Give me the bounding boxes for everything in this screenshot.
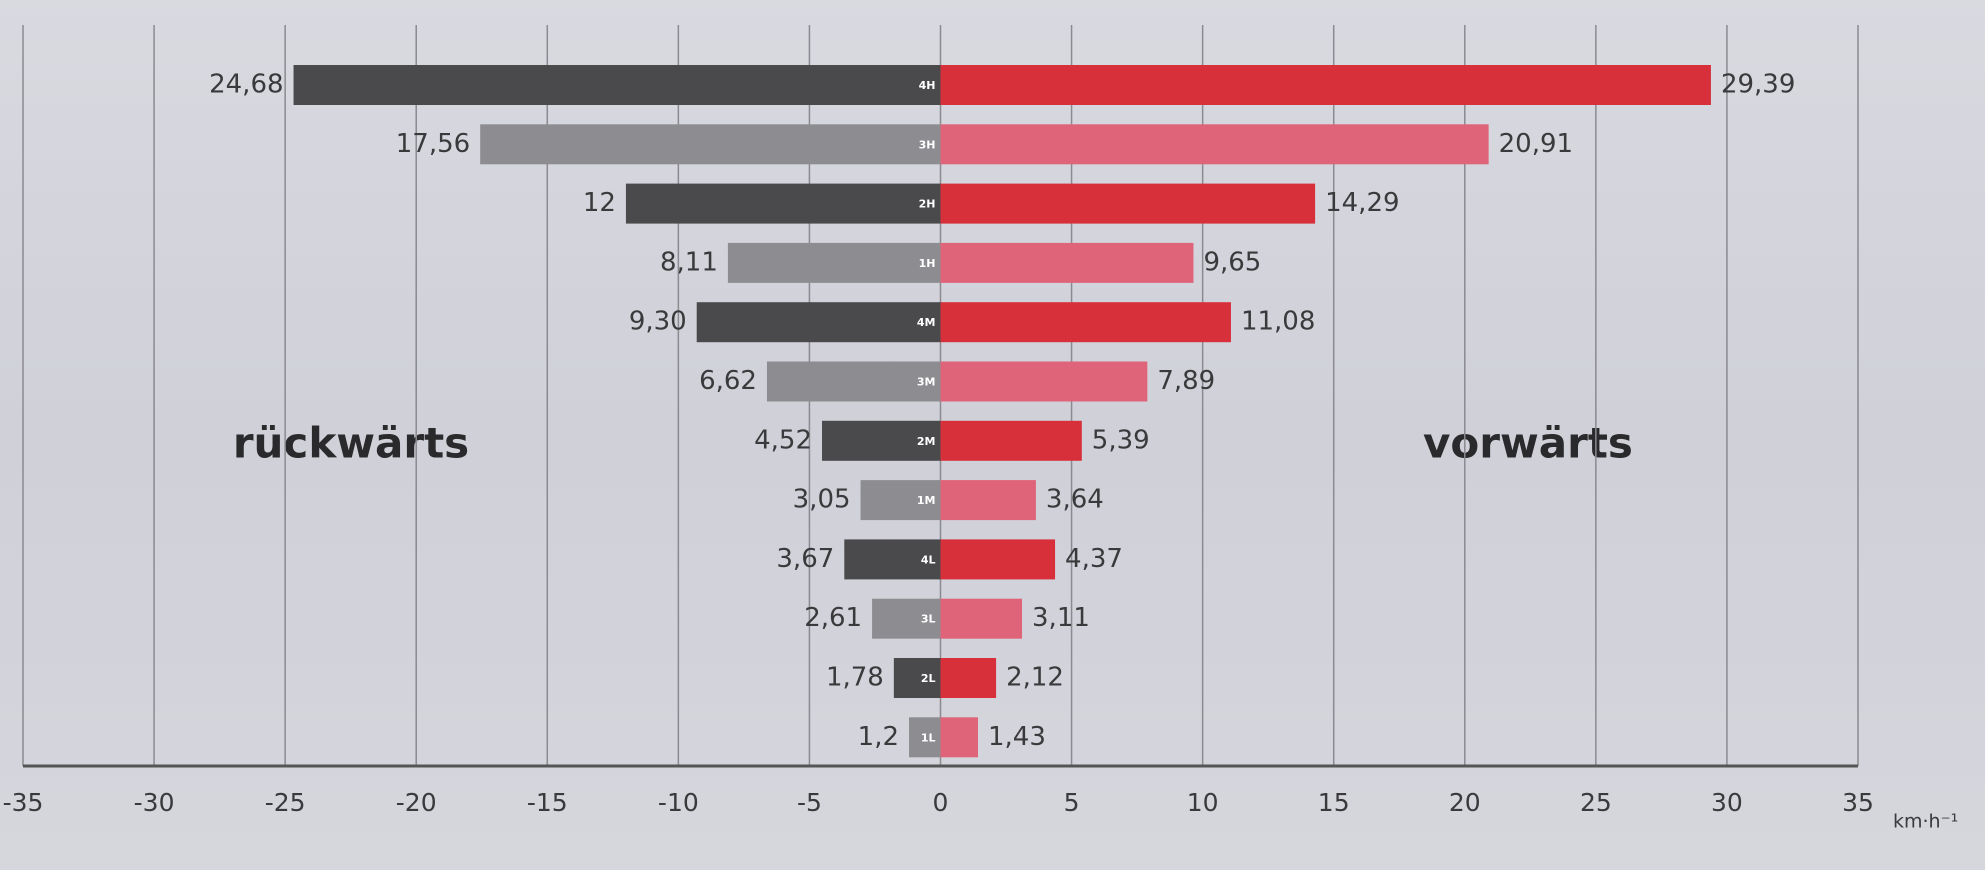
x-tick-label: -35 xyxy=(3,788,44,817)
value-label: 1,43 xyxy=(988,722,1046,752)
bar xyxy=(940,539,1056,580)
gear-label: 4L xyxy=(921,553,936,566)
gear-label: 3H xyxy=(919,138,936,151)
value-label: 12 xyxy=(583,188,616,218)
x-tick-label: 10 xyxy=(1187,788,1219,817)
value-label: 4,37 xyxy=(1065,544,1123,574)
value-label: 2,61 xyxy=(804,603,862,633)
bar xyxy=(822,420,941,461)
value-label: 24,68 xyxy=(209,70,283,100)
value-label: 3,64 xyxy=(1046,485,1104,515)
value-label: 14,29 xyxy=(1325,188,1399,218)
bar xyxy=(940,658,997,698)
bar xyxy=(940,183,1316,224)
bar xyxy=(909,717,941,758)
bar xyxy=(940,717,978,758)
gear-label: 1L xyxy=(921,731,936,744)
x-tick-label: -30 xyxy=(134,788,175,817)
side-label: rückwärts xyxy=(233,419,469,468)
bar xyxy=(940,124,1489,165)
gear-label: 2L xyxy=(921,672,936,685)
x-tick-label: 5 xyxy=(1064,788,1080,817)
bar xyxy=(893,658,941,698)
gear-label: 1M xyxy=(917,494,936,507)
x-tick-label: -25 xyxy=(265,788,306,817)
value-label: 1,78 xyxy=(826,663,884,693)
bar xyxy=(727,242,941,283)
value-label: 9,65 xyxy=(1203,247,1261,277)
x-tick-label: -15 xyxy=(527,788,568,817)
bar xyxy=(940,598,1023,639)
gear-label: 1H xyxy=(919,257,936,270)
x-tick-label: 35 xyxy=(1842,788,1874,817)
bar xyxy=(940,420,1082,461)
bar xyxy=(940,302,1231,343)
value-label: 11,08 xyxy=(1241,307,1315,337)
side-label: vorwärts xyxy=(1423,419,1633,468)
value-label: 1,2 xyxy=(858,722,899,752)
bar xyxy=(844,539,941,580)
value-label: 5,39 xyxy=(1092,425,1150,455)
gear-label: 4H xyxy=(919,79,936,92)
bar xyxy=(940,480,1036,521)
value-label: 3,11 xyxy=(1032,603,1090,633)
bar xyxy=(872,598,941,639)
gear-label: 2H xyxy=(919,198,936,211)
bar xyxy=(940,65,1711,105)
value-label: 4,52 xyxy=(754,425,812,455)
bar xyxy=(696,302,941,343)
bar xyxy=(940,361,1148,402)
bar xyxy=(480,124,941,165)
value-label: 20,91 xyxy=(1499,129,1573,159)
gear-label: 4M xyxy=(917,316,936,329)
x-tick-label: 30 xyxy=(1711,788,1743,817)
value-label: 7,89 xyxy=(1157,366,1215,396)
value-label: 29,39 xyxy=(1721,70,1795,100)
x-tick-label: 25 xyxy=(1580,788,1612,817)
bar xyxy=(293,65,941,105)
gear-label: 3L xyxy=(921,613,936,626)
value-label: 17,56 xyxy=(396,129,470,159)
value-label: 6,62 xyxy=(699,366,757,396)
bar xyxy=(766,361,941,402)
value-label: 3,67 xyxy=(776,544,834,574)
x-tick-label: -10 xyxy=(658,788,699,817)
bar xyxy=(860,480,941,521)
value-label: 2,12 xyxy=(1006,663,1064,693)
bar xyxy=(940,242,1194,283)
value-label: 3,05 xyxy=(793,485,851,515)
x-tick-label: 15 xyxy=(1318,788,1350,817)
axis-unit: km·h⁻¹ xyxy=(1893,811,1958,833)
gear-label: 2M xyxy=(917,435,936,448)
x-tick-label: -5 xyxy=(797,788,822,817)
value-label: 8,11 xyxy=(660,247,718,277)
gear-label: 3M xyxy=(917,376,936,389)
x-tick-label: -20 xyxy=(396,788,437,817)
x-tick-label: 0 xyxy=(933,788,949,817)
value-label: 9,30 xyxy=(629,307,687,337)
x-tick-label: 20 xyxy=(1449,788,1481,817)
bar xyxy=(625,183,941,224)
